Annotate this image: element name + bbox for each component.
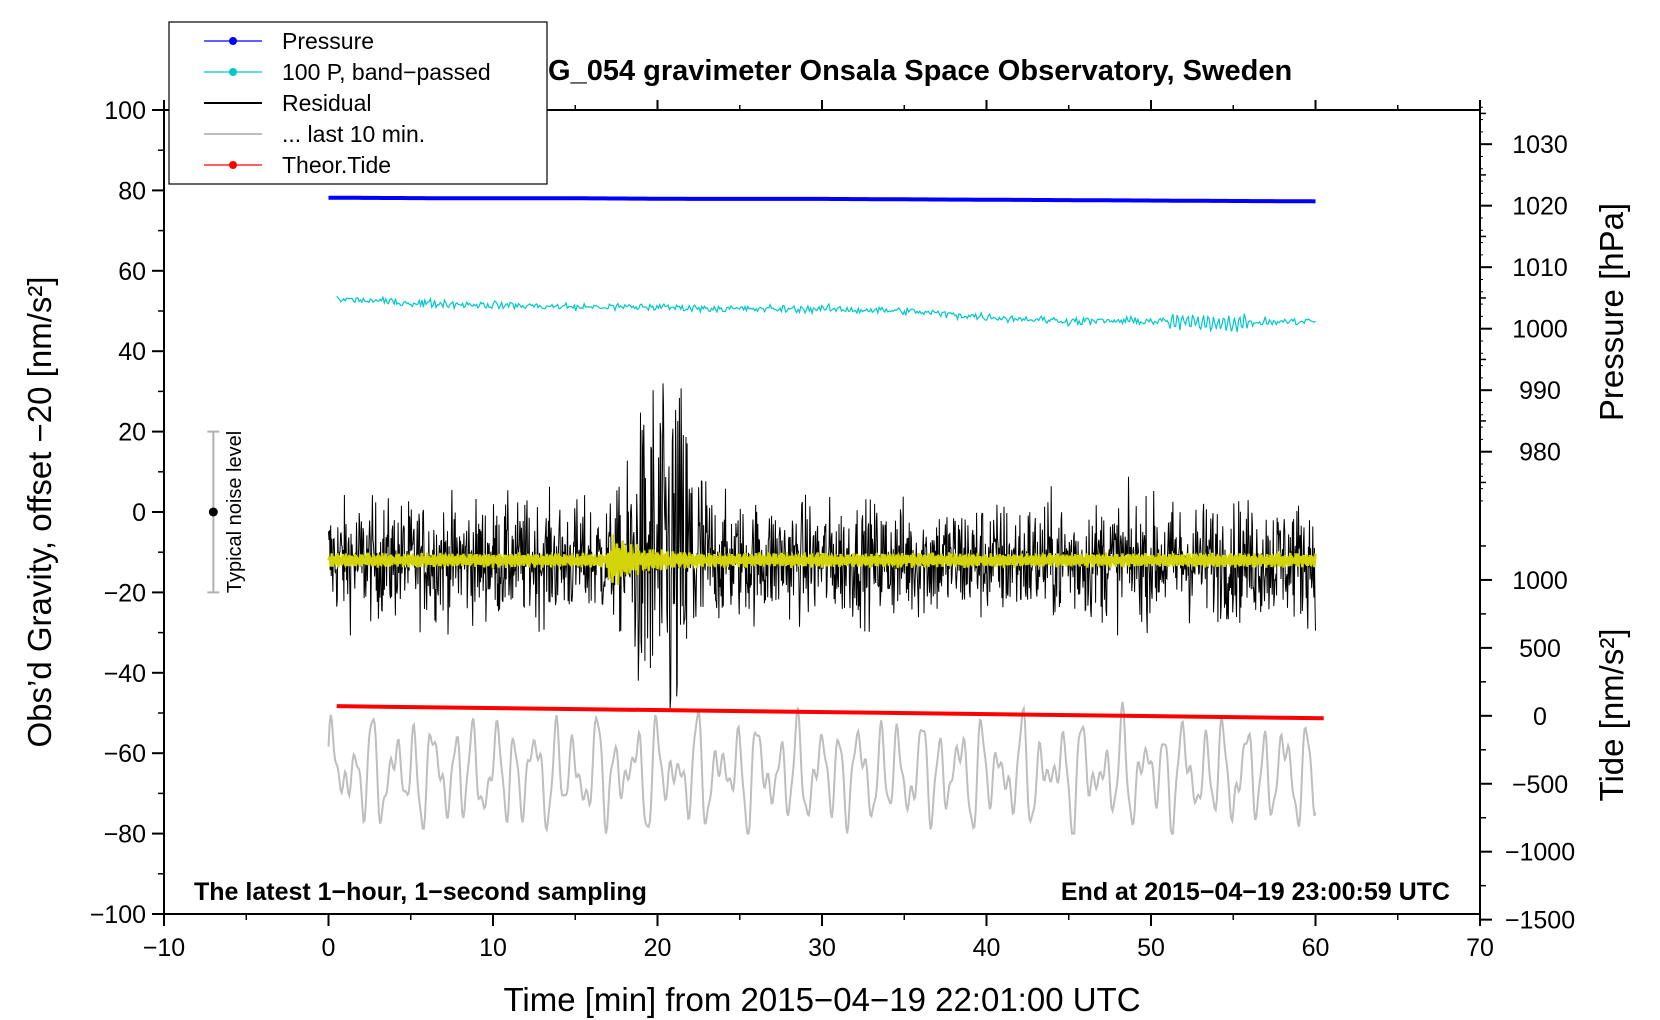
series-theoretical-tide: [336, 704, 1324, 721]
x-axis-title: Time [min] from 2015−04−19 22:01:00 UTC: [503, 981, 1140, 1018]
pressure-axis-title: Pressure [hPa]: [1593, 203, 1630, 421]
legend: Pressure 100 P, band−passed Residual ... la…: [168, 21, 548, 185]
x-tick-label: 60: [1302, 934, 1330, 962]
legend-marker: [229, 68, 237, 76]
x-tick-label: 30: [808, 934, 836, 962]
y-tick-label: −80: [104, 821, 146, 849]
series-last-10-min: [327, 701, 1317, 835]
y-tick-label: 100: [104, 97, 146, 125]
y-tick-label: 60: [118, 258, 146, 286]
tide-tick-label: −500: [1512, 771, 1568, 799]
legend-label: Theor.Tide: [282, 152, 391, 178]
pressure-tick-label: 1020: [1512, 193, 1568, 221]
x-tick-label: 50: [1137, 934, 1165, 962]
end-time-annotation: End at 2015−04−19 23:00:59 UTC: [1061, 878, 1450, 906]
pressure-tick-label: 1010: [1512, 254, 1568, 282]
y-tick-label: −60: [104, 740, 146, 768]
noise-level-indicator: [207, 430, 220, 594]
pressure-tick-label: 1030: [1512, 131, 1568, 159]
legend-label: Pressure: [282, 28, 374, 54]
x-tick-label: 0: [322, 934, 336, 962]
tide-tick-label: 500: [1519, 635, 1561, 663]
tide-tick-label: −1000: [1505, 839, 1575, 867]
legend-marker: [229, 161, 237, 169]
legend-label: ... last 10 min.: [282, 121, 425, 147]
y-tick-label: −20: [104, 579, 146, 607]
y-tick-label: 40: [118, 338, 146, 366]
legend-label: Residual: [282, 90, 372, 116]
x-tick-label: 40: [973, 934, 1001, 962]
y-tick-label: −100: [90, 901, 146, 929]
y-tick-label: 80: [118, 177, 146, 205]
tide-tick-label: 0: [1533, 703, 1547, 731]
pressure-tick-label: 1000: [1512, 316, 1568, 344]
legend-marker: [229, 37, 237, 45]
series-band-passed: [336, 295, 1316, 333]
sampling-annotation: The latest 1−hour, 1−second sampling: [194, 878, 647, 906]
series-layer: [327, 195, 1324, 835]
chart-title: SCG_054 gravimeter Onsala Space Observat…: [508, 55, 1292, 87]
series-residual-lowpass: [327, 534, 1317, 585]
pressure-axis-ticks: 980 990 1000 1010 1020 1030: [1480, 106, 1568, 502]
pressure-tick-label: 980: [1519, 439, 1561, 467]
x-axis-ticks: −10 0 10 20 30 40 50 60 70: [143, 100, 1494, 962]
tide-axis-ticks: −1500 −1000 −500 0 500 1000: [1480, 545, 1575, 935]
x-tick-label: 20: [644, 934, 672, 962]
legend-label: 100 P, band−passed: [282, 59, 491, 85]
noise-level-label: Typical noise level: [224, 431, 246, 593]
tide-tick-label: 1000: [1512, 567, 1568, 595]
tide-tick-label: −1500: [1505, 907, 1575, 935]
series-pressure: [328, 195, 1316, 204]
y-tick-label: 20: [118, 419, 146, 447]
pressure-tick-label: 990: [1519, 377, 1561, 405]
y-axis-title-left: Obs’d Gravity, offset −20 [nm/s²]: [21, 276, 58, 747]
series-residual: [328, 383, 1316, 709]
y-axis-ticks: −100 −80 −60 −40 −20 0 20 40 60 80 100: [90, 97, 164, 929]
y-tick-label: −40: [104, 660, 146, 688]
y-tick-label: 0: [132, 499, 146, 527]
x-tick-label: 70: [1466, 934, 1494, 962]
noise-center-dot: [208, 507, 218, 517]
x-tick-label: 10: [479, 934, 507, 962]
x-tick-label: −10: [143, 934, 185, 962]
tide-axis-title: Tide [nm/s²]: [1593, 629, 1630, 802]
